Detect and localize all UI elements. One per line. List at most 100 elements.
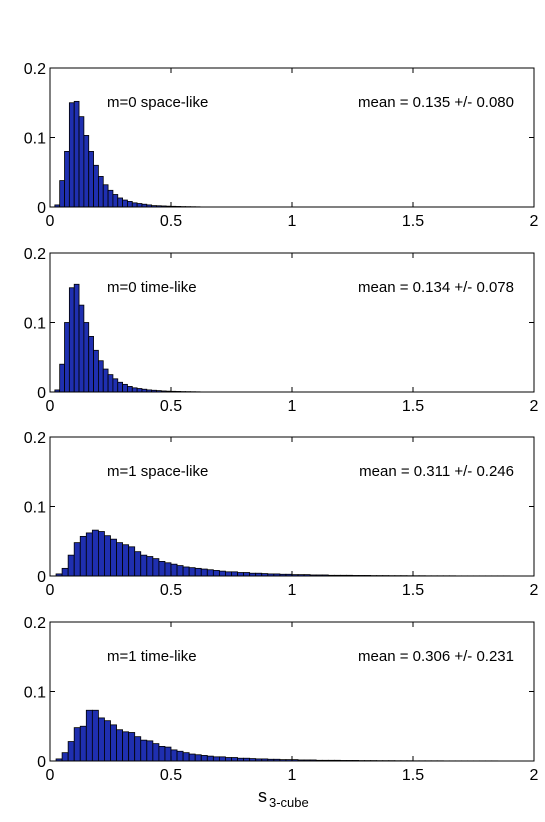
histogram-bar [60,181,65,207]
histogram-bar [68,742,74,761]
histogram-bar [135,737,141,761]
histogram-bar [98,718,104,761]
y-tick-label: 0.2 [24,430,46,447]
y-tick-label: 0.2 [24,246,46,263]
x-tick-label: 1 [288,398,297,415]
histogram-bar [153,744,159,761]
y-tick-label: 0 [37,200,46,217]
histogram-bar [69,288,74,392]
histogram-bar [92,710,98,761]
histogram-bar [189,754,195,761]
histogram-bar [127,386,132,392]
y-tick-label: 0 [37,385,46,402]
x-tick-label: 1 [288,582,297,599]
x-tick-label: 0 [46,213,55,230]
histogram-bar [213,757,219,761]
x-tick-label: 2 [530,213,539,230]
x-tick-label: 1.5 [402,582,424,599]
histogram-bar [74,101,79,207]
histogram-bar [244,573,250,576]
panel-annotation-right: mean = 0.306 +/- 0.231 [358,648,514,665]
histogram-bar [65,151,70,207]
panel-annotation-right: mean = 0.311 +/- 0.246 [359,463,514,480]
histogram-bar [113,379,118,392]
histogram-bar [74,543,80,576]
histogram-bar [177,566,183,576]
histogram-bar [159,746,165,761]
histogram-bar [127,201,132,207]
histogram-bar [123,384,128,392]
x-axis-label-subscript: 3-cube [269,795,309,810]
histogram-bar [159,561,165,576]
y-tick-label: 0.1 [24,316,46,333]
histogram-bar [74,284,79,392]
panel-annotation-right: mean = 0.135 +/- 0.080 [358,94,514,111]
histogram-bar [171,564,177,576]
histogram-bar [195,755,201,761]
histogram-bar [80,726,86,761]
histogram-bar [74,728,80,761]
histogram-bar [108,190,113,207]
histogram-bar [225,758,231,761]
histogram-bar [141,740,147,761]
histogram-bar [111,725,117,761]
histogram-bar [98,361,103,392]
histogram-bar [132,388,137,392]
panel-annotation-left: m=0 space-like [107,94,208,111]
histogram-bar [98,532,104,576]
panel-annotation-left: m=0 time-like [107,279,197,296]
x-tick-label: 0.5 [160,398,182,415]
x-tick-label: 0.5 [160,582,182,599]
panel-annotation-left: m=1 time-like [107,648,197,665]
histogram-bar [104,721,110,761]
x-tick-label: 1.5 [402,398,424,415]
histogram-bar [165,563,171,576]
panel-annotation-right: mean = 0.134 +/- 0.078 [358,279,514,296]
x-tick-label: 1.5 [402,213,424,230]
histogram-bar [207,756,213,761]
histogram-bar [86,533,92,576]
histogram-bar [232,572,238,576]
x-tick-label: 1.5 [402,767,424,784]
histogram-bar [89,151,94,207]
x-tick-label: 1 [288,213,297,230]
histogram-bar [117,730,123,761]
histogram-bar [135,552,141,576]
histogram-bar [219,571,225,576]
histogram-bar [189,568,195,576]
histogram-bar [62,568,68,576]
histogram-bar [177,751,183,761]
histogram-bar [89,336,94,392]
y-tick-label: 0.1 [24,500,46,517]
histogram-bar [108,375,113,392]
histogram-bar [201,569,207,576]
histogram-bar [147,557,153,576]
histogram-bar [147,741,153,761]
x-tick-label: 0 [46,582,55,599]
x-tick-label: 1 [288,767,297,784]
histogram-bar [165,747,171,761]
histogram-bar [137,204,142,207]
histogram-bar [117,543,123,576]
y-tick-label: 0.1 [24,685,46,702]
histogram-bar [195,568,201,576]
x-tick-label: 2 [530,582,539,599]
x-tick-label: 0 [46,398,55,415]
histogram-bar [79,117,84,207]
histogram-bar [213,570,219,576]
y-tick-label: 0 [37,569,46,586]
histogram-bar [129,733,135,762]
x-tick-label: 2 [530,767,539,784]
histogram-bar [68,555,74,576]
y-tick-label: 0.2 [24,61,46,78]
histogram-bar [232,758,238,761]
histogram-bar [84,135,89,207]
histogram-bar [132,203,137,207]
histogram-bar [137,389,142,392]
histogram-bar [60,364,65,392]
histogram-bar [141,555,147,576]
axes-frame [50,68,534,207]
histogram-bar [92,530,98,576]
